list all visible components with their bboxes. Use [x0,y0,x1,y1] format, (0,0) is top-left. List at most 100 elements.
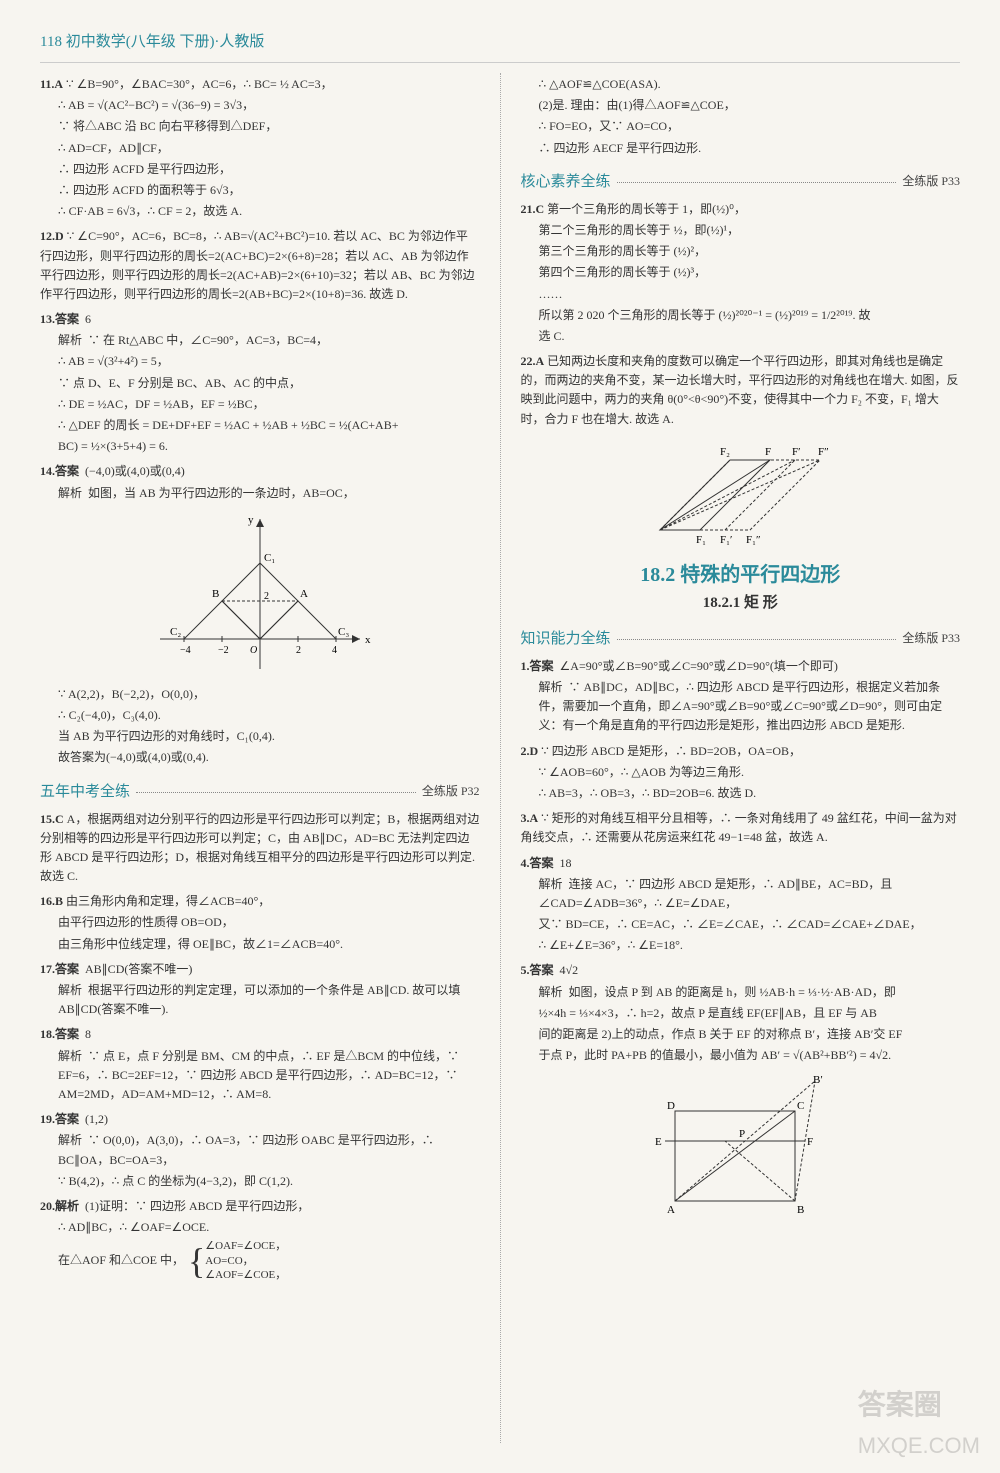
r5-l4: 于点 P，此时 PA+PB 的值最小，最小值为 AB′ = √(AB²+BB′²… [521,1046,961,1065]
r2-num: 2.D [521,744,539,758]
svg-text:E: E [655,1136,662,1148]
svg-text:C₂: C₂ [170,626,181,638]
sec3-pref: 全练版 P33 [902,629,960,648]
q15-txt: A，根据两组对边分别平行的四边形是平行四边形可以判定；B，根据两组对边分别相等的… [40,812,479,884]
r1-expl-label: 解析 [539,680,563,694]
r4-l2: 又∵ BD=CE，∴ CE=AC，∴ ∠E=∠CAE，∴ ∠CAD=∠CAE+∠… [521,915,961,934]
svg-text:A: A [667,1204,675,1216]
q13-e5: ∴ △DEF 的周长 = DE+DF+EF = ½AC + ½AB + ½BC … [40,416,480,435]
q11-num: 11.A [40,77,63,91]
q19-expl-label: 解析 [58,1133,82,1147]
q14-figure: x y −4 −2 O 2 4 A B [140,509,380,679]
q11-l3: ∵ 将△ABC 沿 BC 向右平移得到△DEF， [40,117,480,136]
q11-l2: ∴ AB = √(AC²−BC²) = √(36−9) = 3√3， [40,96,480,115]
q20-b1: ∠OAF=∠OCE， [205,1240,286,1252]
svg-text:2: 2 [296,645,301,656]
dots-icon [617,181,897,183]
q19-l1: ∵ O(0,0)，A(3,0)，∴ OA=3，∵ 四边形 OABC 是平行四边形… [58,1133,434,1166]
brace-icon: { [188,1252,205,1270]
q17-num: 17.答案 [40,962,79,976]
svg-text:x: x [365,634,371,646]
q18-ans: 8 [85,1027,91,1041]
section-core: 核心素养全练 全练版 P33 [521,170,961,194]
q13-num: 13.答案 [40,312,79,326]
page-header: 118 初中数学(八年级 下册)·人教版 [40,30,960,63]
q17-ans: AB∥CD(答案不唯一) [85,962,192,976]
r2-l3: ∴ AB=3，∴ OB=3，∴ BD=2OB=6. 故选 D. [521,784,961,803]
r5-l1: 如图，设点 P 到 AB 的距离是 h，则 ½AB·h = ⅓·½·AB·AD，… [569,985,896,999]
dots-icon [617,638,897,640]
r5-ans: 4√2 [560,963,579,977]
q15: 15.C A，根据两组对边分别平行的四边形是平行四边形可以判定；B，根据两组对边… [40,810,480,887]
sec2-title: 核心素养全练 [521,170,611,194]
r5-expl-label: 解析 [539,985,563,999]
q17-expl-label: 解析 [58,983,82,997]
watermark: 答案圈 MXQE.COM [858,1383,980,1463]
q22: 22.A 已知两边长度和夹角的度数可以确定一个平行四边形，即其对角线也是确定的，… [521,352,961,545]
left-column: 11.A ∵ ∠B=90°，∠BAC=30°，AC=6，∴ BC= ½ AC=3… [40,73,480,1443]
right-column: ∴ △AOF≌△COE(ASA). (2)是. 理由：由(1)得△AOF≌△CO… [500,73,961,1443]
q21-l3: 第三个三角形的周长等于 (½)²， [521,242,961,261]
q22-txt: 已知两边长度和夹角的度数可以确定一个平行四边形，即其对角线也是确定的，而两边的夹… [521,354,959,426]
svg-text:B: B [212,588,219,600]
r3-num: 3.A [521,811,539,825]
svg-text:−4: −4 [180,645,191,656]
q11: 11.A ∵ ∠B=90°，∠BAC=30°，AC=6，∴ BC= ½ AC=3… [40,75,480,221]
svg-text:C₃: C₃ [338,626,349,638]
r5-figure: D C A B E F P B′ [645,1071,835,1221]
sub-title: 18.2.1 矩 形 [521,591,961,615]
q11-l5: ∴ 四边形 ACFD 是平行四边形， [40,160,480,179]
q11-l4: ∴ AD=CF，AD∥CF， [40,139,480,158]
q22-figure: F₂ F F′ F″ F₁ F₁′ F₁″ [620,435,860,545]
svg-text:F″: F″ [818,446,829,458]
q21-l4: 第四个三角形的周长等于 (½)³， [521,263,961,282]
svg-text:F₁: F₁ [696,534,706,545]
svg-text:F′: F′ [792,446,801,458]
svg-text:F₂: F₂ [720,446,730,458]
svg-text:C₁: C₁ [264,552,275,564]
svg-text:y: y [248,514,254,526]
q14-pts2: ∴ C₂(−4,0)，C₃(4,0). [40,706,480,725]
c20-l3: ∴ FO=EO，又∵ AO=CO， [521,117,961,136]
q11-l6: ∴ 四边形 ACFD 的面积等于 6√3， [40,181,480,200]
q18-txt: ∵ 点 E，点 F 分别是 BM、CM 的中点，∴ EF 是△BCM 的中位线，… [58,1049,459,1101]
svg-text:F: F [807,1136,813,1148]
wm-l2: MXQE.COM [858,1428,980,1463]
svg-text:F: F [765,446,771,458]
q21-dots: …… [521,285,961,304]
dots-icon [136,791,416,793]
sec1-pref: 全练版 P32 [422,782,480,801]
r2: 2.D ∵ 四边形 ABCD 是矩形，∴ BD=2OB，OA=OB， ∵ ∠AO… [521,742,961,804]
r4-l3: ∴ ∠E+∠E=36°，∴ ∠E=18°. [521,936,961,955]
r5-l2: ½×4h = ⅓×4×3，∴ h=2，故点 P 是直线 EF(EF∥AB，且 E… [521,1004,961,1023]
svg-text:O: O [250,645,257,656]
r3-txt: ∵ 矩形的对角线互相平分且相等，∴ 一条对角线用了 49 盆红花，中间一盆为对角… [521,811,957,844]
q20-cont: ∴ △AOF≌△COE(ASA). (2)是. 理由：由(1)得△AOF≌△CO… [521,75,961,158]
q22-num: 22.A [521,354,545,368]
q20-l3: 在△AOF 和△COE 中， [58,1251,184,1270]
q21-l1: 第一个三角形的周长等于 1，即(½)⁰， [547,202,746,216]
page: 118 初中数学(八年级 下册)·人教版 11.A ∵ ∠B=90°，∠BAC=… [0,0,1000,1473]
svg-text:F₁′: F₁′ [720,534,732,545]
columns: 11.A ∵ ∠B=90°，∠BAC=30°，AC=6，∴ BC= ½ AC=3… [40,73,960,1443]
q12: 12.D ∵ ∠C=90°，AC=6，BC=8，∴ AB=√(AC²+BC²)=… [40,227,480,304]
r4: 4.答案 18 解析 连接 AC，∵ 四边形 ABCD 是矩形，∴ AD∥BE，… [521,854,961,956]
q14: 14.答案 (−4,0)或(4,0)或(0,4) 解析 如图，当 AB 为平行四… [40,462,480,767]
q21-l6: 选 C. [521,327,961,346]
q19: 19.答案 (1,2) 解析 ∵ O(0,0)，A(3,0)，∴ OA=3，∵ … [40,1110,480,1191]
q11-l7: ∴ CF·AB = 6√3，∴ CF = 2，故选 A. [40,202,480,221]
q14-ans: (−4,0)或(4,0)或(0,4) [85,464,185,478]
sec2-pref: 全练版 P33 [902,172,960,191]
svg-text:B: B [797,1204,804,1216]
sec1-title: 五年中考全练 [40,780,130,804]
q17: 17.答案 AB∥CD(答案不唯一) 解析 根据平行四边形的判定定理，可以添加的… [40,960,480,1020]
q21-num: 21.C [521,202,545,216]
c20-l1: ∴ △AOF≌△COE(ASA). [521,75,961,94]
q20-b2: AO=CO， [205,1255,253,1267]
r4-l1: 连接 AC，∵ 四边形 ABCD 是矩形，∴ AD∥BE，AC=BD，且∠CAD… [539,877,893,910]
q21-l5: 所以第 2 020 个三角形的周长等于 (½)²⁰²⁰⁻¹ = (½)²⁰¹⁹ … [521,306,961,325]
q15-num: 15.C [40,812,64,826]
q13-ans: 6 [85,312,91,326]
q16-num: 16.B [40,894,63,908]
svg-text:−2: −2 [218,645,229,656]
